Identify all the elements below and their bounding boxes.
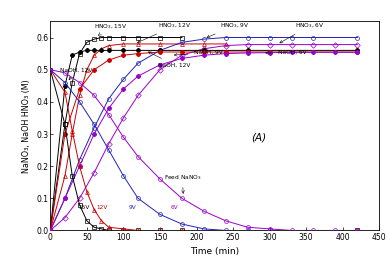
Text: HNO$_3$, 12V: HNO$_3$, 12V bbox=[137, 21, 192, 43]
Y-axis label: NaNO₃, NaOH HNO₃ (M): NaNO₃, NaOH HNO₃ (M) bbox=[22, 79, 31, 173]
Text: NaOH, 12V: NaOH, 12V bbox=[60, 67, 92, 80]
Text: 6V: 6V bbox=[171, 204, 178, 210]
Text: NaOH, 12V: NaOH, 12V bbox=[148, 52, 191, 68]
Text: HNO$_3$, 6V: HNO$_3$, 6V bbox=[280, 21, 325, 43]
Text: (A): (A) bbox=[251, 132, 267, 142]
X-axis label: Time (min): Time (min) bbox=[190, 247, 239, 256]
Text: HNO$_3$, 9V: HNO$_3$, 9V bbox=[207, 21, 250, 38]
Text: 9V: 9V bbox=[128, 204, 136, 210]
Text: Feed NaNO$_3$: Feed NaNO$_3$ bbox=[164, 173, 201, 193]
Text: 12V: 12V bbox=[96, 204, 108, 210]
Text: NaOH, 9V: NaOH, 9V bbox=[174, 50, 223, 56]
Text: 15V: 15V bbox=[78, 204, 89, 210]
Text: NaOH, 6V: NaOH, 6V bbox=[266, 50, 306, 55]
Text: HNO$_3$, 15V: HNO$_3$, 15V bbox=[94, 22, 128, 35]
